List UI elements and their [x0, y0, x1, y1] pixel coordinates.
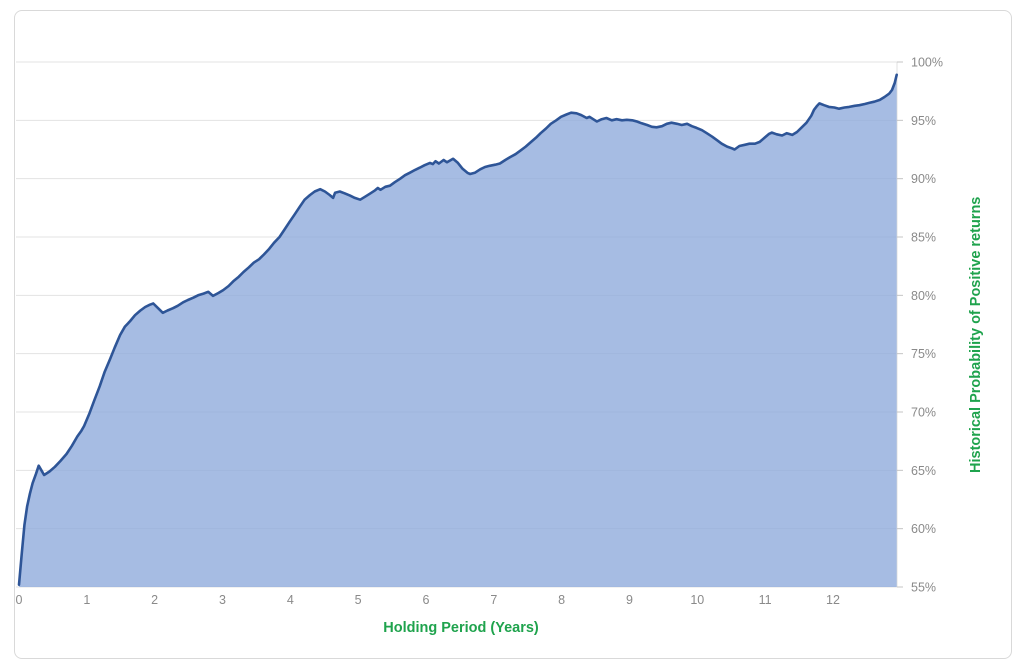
y-tick-label: 100%	[911, 56, 943, 70]
x-tick-label: 4	[287, 593, 294, 607]
area-series-fill	[19, 74, 897, 588]
x-tick-label: 7	[490, 593, 497, 607]
x-tick-label: 12	[826, 593, 840, 607]
x-tick-label: 5	[355, 593, 362, 607]
y-tick-label: 75%	[911, 347, 936, 361]
y-tick-label: 85%	[911, 231, 936, 245]
line-series	[17, 73, 898, 586]
x-tick-label: 9	[626, 593, 633, 607]
y-tick-label: 70%	[911, 406, 936, 420]
x-tick-label: 11	[759, 593, 772, 607]
y-tick-label: 90%	[911, 172, 936, 186]
x-tick-label: 2	[151, 593, 158, 607]
y-axis-title: Historical Probability of Positive retur…	[968, 196, 984, 473]
x-tick-label: 1	[83, 593, 90, 607]
x-tick-label: 8	[558, 593, 565, 607]
x-tick-label: 0	[16, 593, 23, 607]
x-tick-label: 10	[690, 593, 704, 607]
y-tick-label: 60%	[911, 522, 936, 536]
x-tick-label: 6	[423, 593, 430, 607]
x-axis-title: Holding Period (Years)	[383, 620, 539, 636]
y-tick-label: 95%	[911, 114, 936, 128]
y-tick-label: 65%	[911, 464, 936, 478]
y-tick-label: 55%	[911, 581, 936, 595]
y-tick-label: 80%	[911, 289, 936, 303]
x-tick-label: 3	[219, 593, 226, 607]
